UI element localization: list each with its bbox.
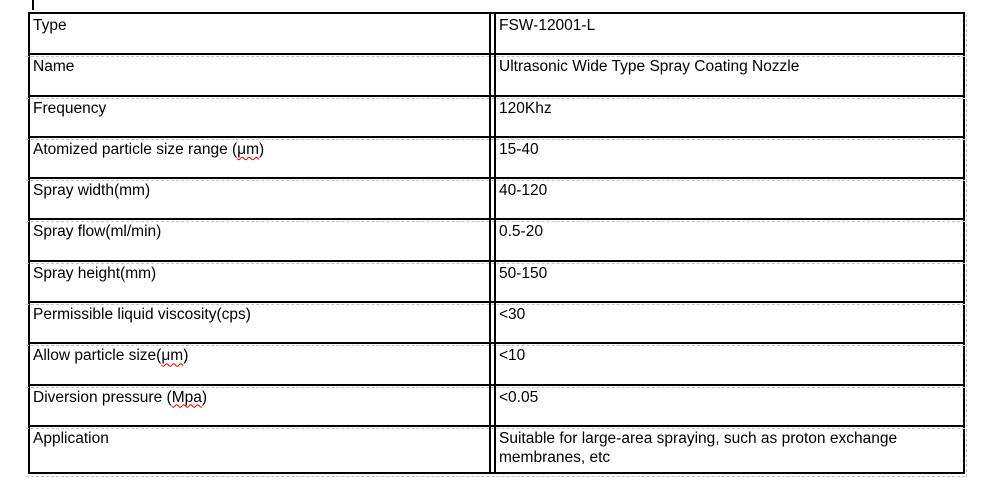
spec-value-text: Ultrasonic Wide Type Spray Coating Nozzl… (499, 58, 800, 76)
table-row: Application Suitable for large-area spra… (30, 426, 963, 472)
spec-label-cell[interactable]: Name (30, 55, 491, 95)
spec-label-cell[interactable]: Spray width(mm) (30, 179, 491, 219)
spec-label-text-suffix: ) (201, 388, 208, 406)
spec-label-misspelled-text: Mpa (171, 388, 202, 406)
table-row: Spray flow(ml/min) 0.5-20 (26, 220, 965, 265)
spec-value-cell[interactable]: 40-120 (494, 179, 963, 219)
table-gridline-right (966, 14, 967, 477)
spec-label-misspelled-text: μm (237, 140, 260, 158)
table-row: Spray width(mm) 40-120 (26, 179, 965, 223)
spec-value-cell[interactable]: <10 (494, 344, 963, 384)
spec-value-text: FSW-12001-L (499, 17, 596, 34)
spec-label-text: Type (33, 17, 67, 34)
spec-label-misspelled-text: μm (161, 347, 184, 365)
spec-label-cell[interactable]: Application (30, 426, 491, 472)
spec-label-text: Atomized particle size range ( (33, 140, 238, 158)
spec-label-cell[interactable]: Permissible liquid viscosity(cps) (30, 303, 491, 343)
spec-value-text: <30 (499, 306, 526, 324)
spec-label-text: Name (33, 58, 75, 76)
spec-label-text: Permissible liquid viscosity(cps) (33, 306, 251, 324)
spec-label-text: Allow particle size( (33, 347, 162, 365)
spec-label-cell[interactable]: Spray height(mm) (30, 261, 491, 302)
spec-value-cell[interactable]: Ultrasonic Wide Type Spray Coating Nozzl… (494, 55, 963, 95)
text-cursor-caret (32, 0, 34, 10)
spec-value-cell[interactable]: 50-150 (494, 261, 963, 302)
spec-value-text: 40-120 (499, 182, 548, 200)
spec-value-cell[interactable]: FSW-12001-L (494, 14, 963, 54)
table-row: Diversion pressure (Mpa) <0.05 (26, 385, 965, 430)
spec-value-cell[interactable]: <0.05 (494, 385, 963, 425)
spec-table: Type FSW-12001-L Name Ultrasonic Wide Ty… (26, 12, 967, 477)
spec-value-text: <10 (499, 347, 526, 365)
spec-label-text: Spray height(mm) (33, 264, 157, 282)
spec-label-cell[interactable]: Diversion pressure (Mpa) (30, 385, 491, 425)
spec-value-text: 50-150 (499, 264, 548, 282)
table-row: Name Ultrasonic Wide Type Spray Coating … (26, 55, 965, 99)
spec-label-text: Spray width(mm) (33, 182, 151, 200)
spec-label-text: Application (33, 429, 109, 447)
spec-label-cell[interactable]: Spray flow(ml/min) (30, 220, 491, 260)
spec-label-cell[interactable]: Atomized particle size range (μm) (30, 137, 491, 178)
spec-label-text: Diversion pressure ( (33, 388, 172, 406)
spec-label-text-suffix: ) (259, 140, 265, 158)
table-row: Allow particle size(μm) <10 (26, 344, 965, 388)
table-row: Spray height(mm) 50-150 (26, 261, 965, 306)
table-row: Atomized particle size range (μm) 15-40 (26, 137, 965, 182)
table-row: Permissible liquid viscosity(cps) <30 (26, 303, 965, 347)
spec-value-text: 120Khz (499, 99, 552, 117)
spec-value-cell[interactable]: 0.5-20 (494, 220, 963, 260)
spec-label-cell[interactable]: Type (30, 14, 491, 54)
spec-value-cell[interactable]: Suitable for large-area spraying, such a… (494, 426, 963, 472)
spec-label-text: Frequency (33, 99, 107, 117)
spec-value-cell[interactable]: <30 (494, 303, 963, 343)
spec-value-text: 0.5-20 (499, 223, 543, 241)
spec-value-cell[interactable]: 15-40 (494, 137, 963, 178)
spec-label-text-suffix: ) (183, 347, 189, 365)
table-row: Type FSW-12001-L (26, 14, 965, 58)
spec-value-cell[interactable]: 120Khz (494, 96, 963, 136)
spec-label-cell[interactable]: Allow particle size(μm) (30, 344, 491, 384)
spec-label-cell[interactable]: Frequency (30, 96, 491, 136)
spec-value-text: <0.05 (499, 388, 539, 406)
table-row: Frequency 120Khz (26, 96, 965, 141)
spec-value-text: 15-40 (499, 140, 539, 158)
spec-value-text: Suitable for large-area spraying, such a… (499, 429, 898, 467)
spec-label-text: Spray flow(ml/min) (33, 223, 162, 241)
